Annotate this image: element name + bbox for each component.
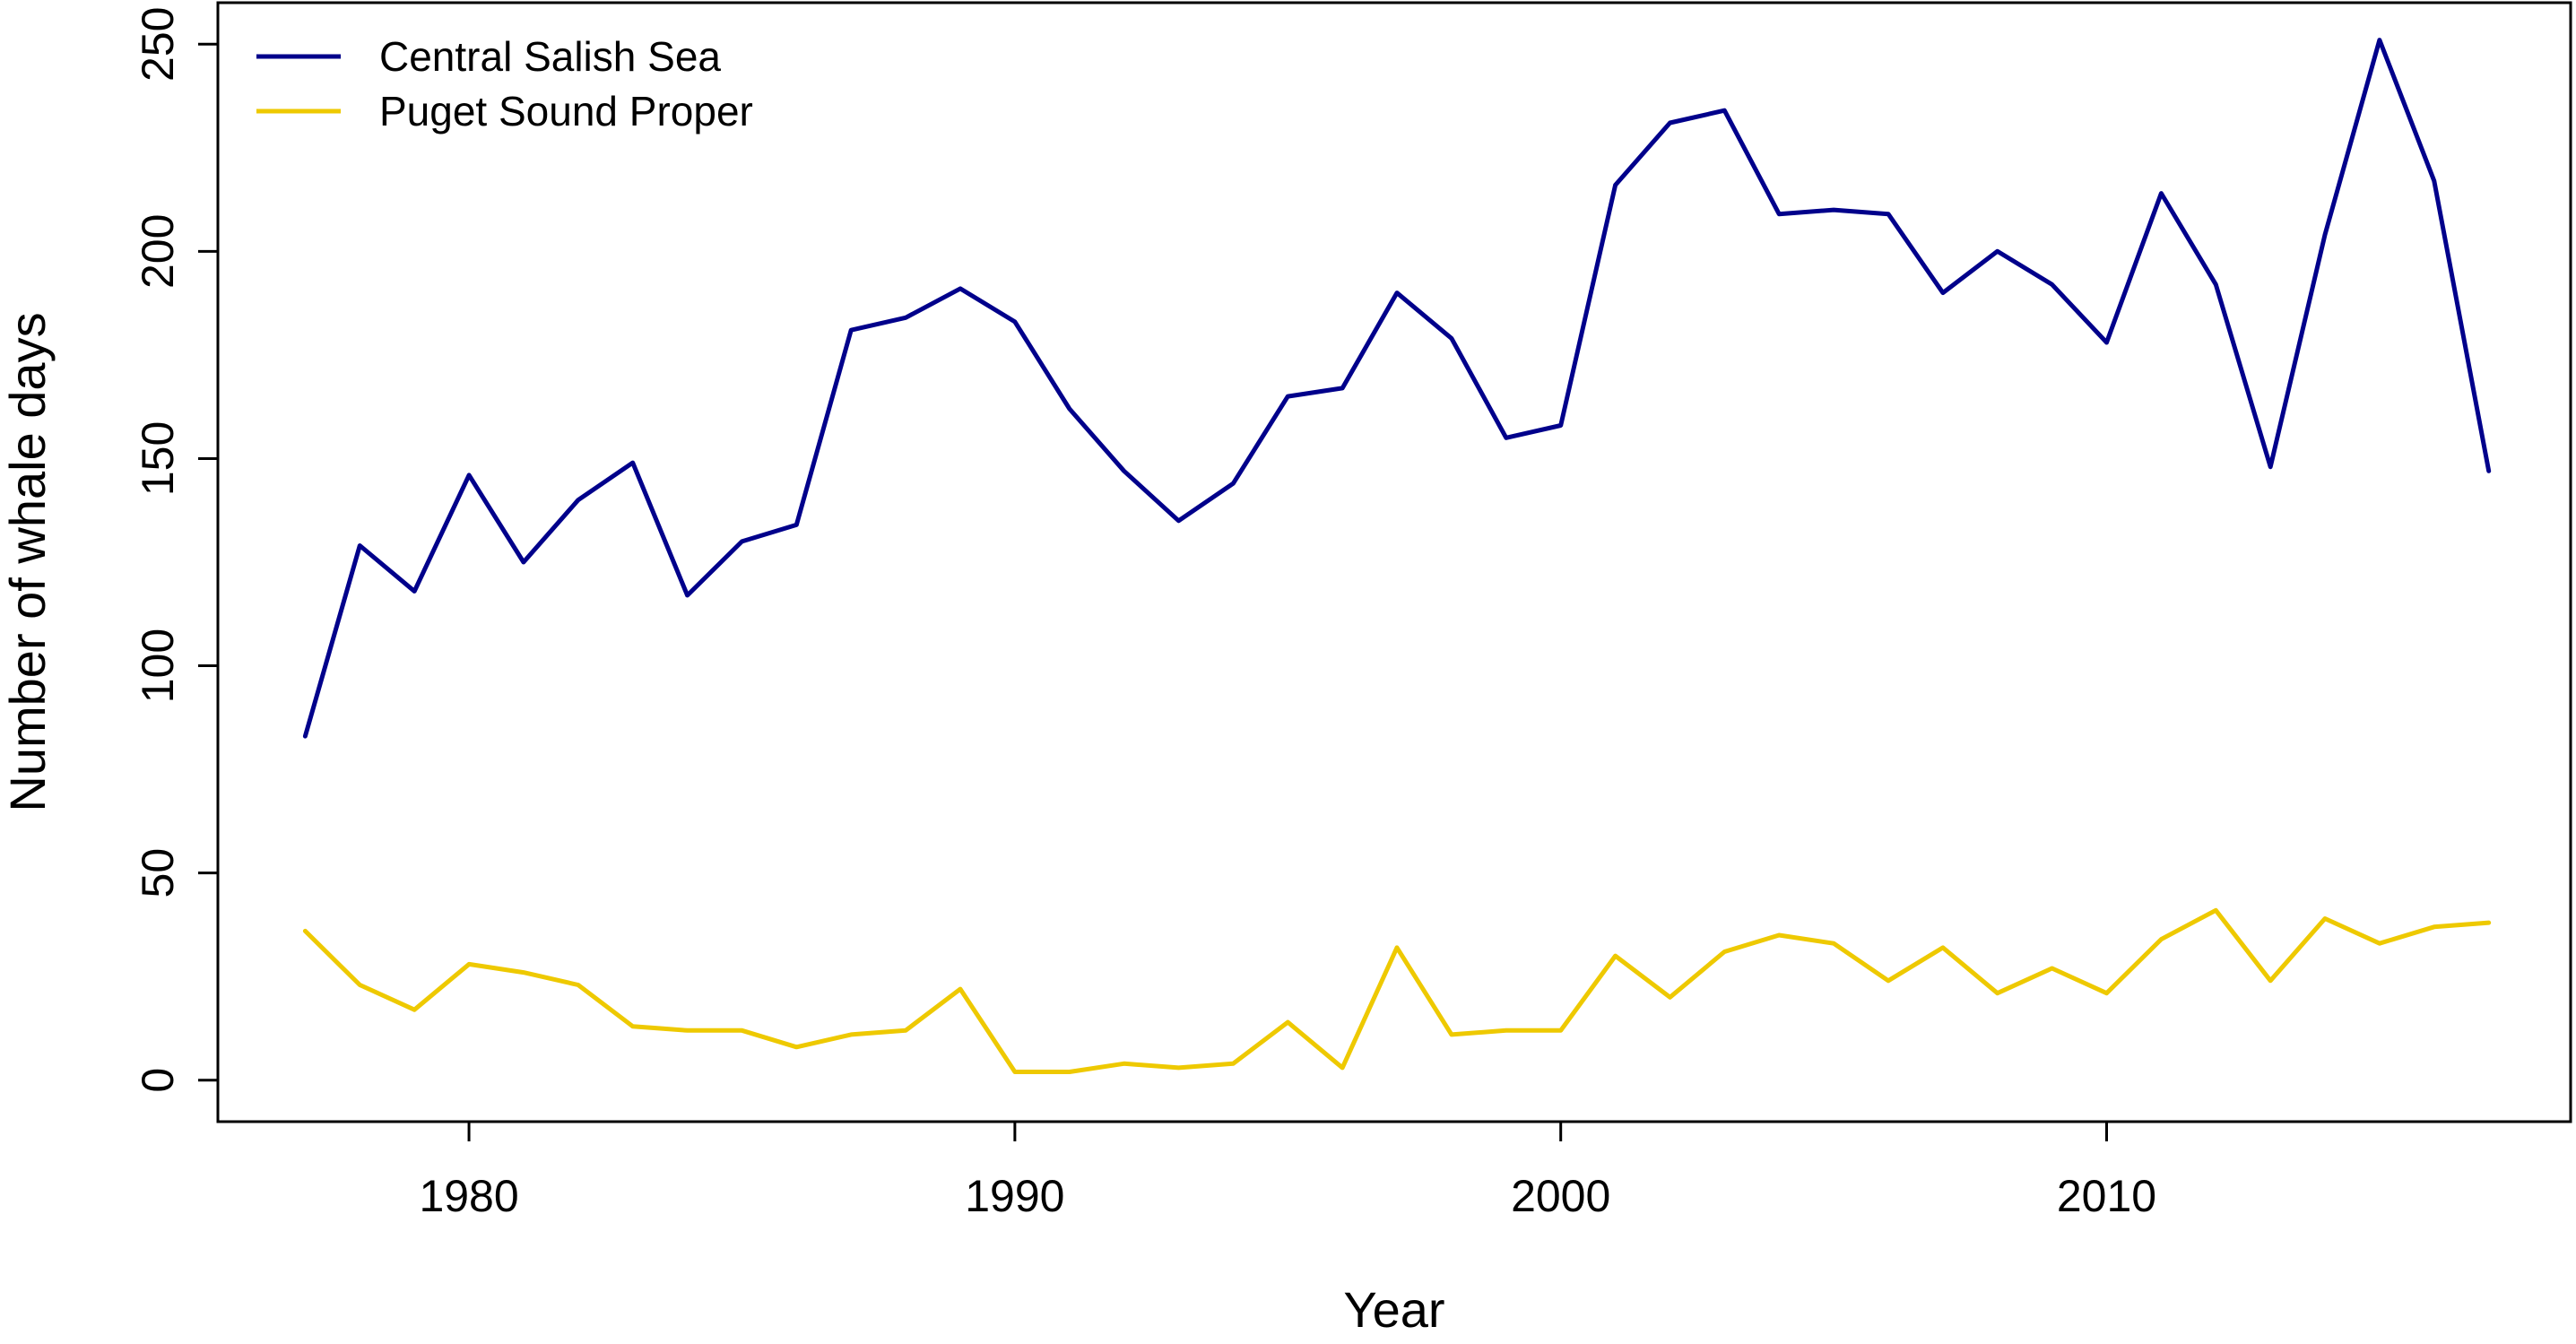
y-axis: 0 50 100 150 200 250 bbox=[133, 7, 218, 1093]
y-tick-label: 100 bbox=[133, 629, 183, 703]
y-tick-label: 50 bbox=[133, 848, 183, 898]
y-axis-title: Number of whale days bbox=[0, 312, 56, 811]
x-tick-label: 2010 bbox=[2057, 1171, 2156, 1221]
y-tick-label: 150 bbox=[133, 421, 183, 496]
x-tick-label: 1980 bbox=[419, 1171, 518, 1221]
x-axis-title: Year bbox=[1343, 1281, 1444, 1338]
y-tick-label: 200 bbox=[133, 214, 183, 289]
series-layer bbox=[302, 38, 2492, 1074]
x-tick-label: 1990 bbox=[965, 1171, 1064, 1221]
legend-label-0: Central Salish Sea bbox=[379, 33, 721, 80]
legend: Central Salish Sea Puget Sound Proper bbox=[256, 33, 753, 134]
y-tick-label: 0 bbox=[133, 1068, 183, 1093]
series-line-1 bbox=[302, 907, 2492, 1074]
series-line-0 bbox=[302, 38, 2492, 739]
x-axis: 1980 1990 2000 2010 bbox=[419, 1122, 2156, 1221]
legend-label-1: Puget Sound Proper bbox=[379, 88, 753, 134]
x-tick-label: 2000 bbox=[1511, 1171, 1610, 1221]
plot-frame bbox=[216, 1, 2572, 1123]
y-tick-label: 250 bbox=[133, 7, 183, 82]
